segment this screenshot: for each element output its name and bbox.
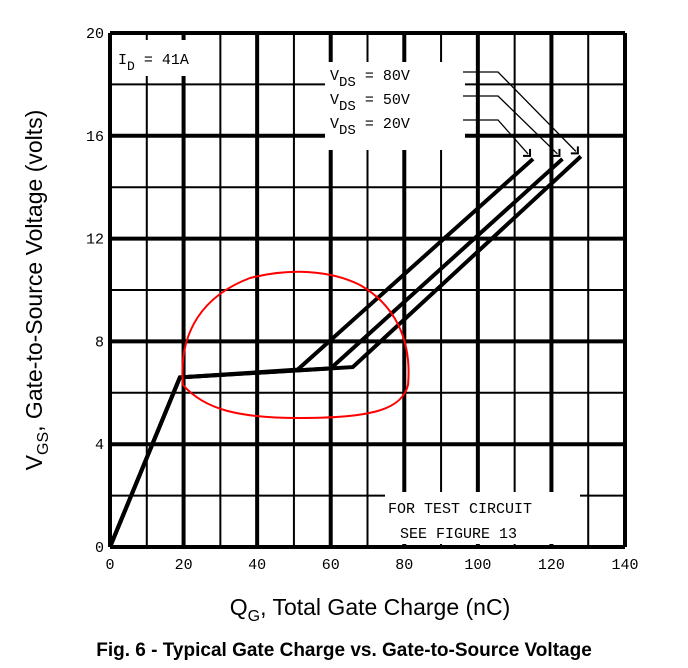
id-condition: ID = 41A bbox=[118, 52, 189, 74]
figure-caption: Fig. 6 - Typical Gate Charge vs. Gate-to… bbox=[96, 640, 592, 661]
legend-leader-line bbox=[463, 95, 558, 155]
note-line-2: SEE FIGURE 13 bbox=[400, 526, 517, 543]
x-tick-label: 60 bbox=[322, 557, 340, 574]
x-tick-label: 20 bbox=[175, 557, 193, 574]
legend-label: VDS = 20V bbox=[330, 116, 410, 139]
arrow-head-icon bbox=[523, 148, 532, 157]
legend-label: VDS = 80V bbox=[330, 68, 410, 91]
series-lines bbox=[108, 154, 583, 548]
x-tick-label: 140 bbox=[611, 557, 638, 574]
arrow-head-icon bbox=[552, 148, 561, 157]
x-tick-label: 120 bbox=[538, 557, 565, 574]
x-tick-label: 100 bbox=[464, 557, 491, 574]
tick-labels: 0 20 40 60 80 100 120 140 0 4 8 12 16 20 bbox=[86, 26, 639, 574]
legend-leader-line bbox=[463, 119, 529, 155]
legend-label: VDS = 50V bbox=[330, 92, 410, 115]
y-tick-label: 8 bbox=[95, 334, 104, 351]
y-tick-label: 20 bbox=[86, 26, 104, 43]
series-line bbox=[108, 154, 583, 548]
y-tick-label: 12 bbox=[86, 232, 104, 249]
note-line-1: FOR TEST CIRCUIT bbox=[388, 501, 532, 518]
red-annotation-circle bbox=[181, 270, 410, 420]
x-axis-label: QG, Total Gate Charge (nC) bbox=[230, 594, 510, 625]
y-axis-label: VGS, Gate-to-Source Voltage (volts) bbox=[21, 110, 52, 471]
x-tick-label: 40 bbox=[248, 557, 266, 574]
series-line bbox=[108, 157, 535, 548]
y-tick-label: 4 bbox=[95, 437, 104, 454]
y-tick-label: 16 bbox=[86, 129, 104, 146]
x-tick-label: 0 bbox=[105, 557, 114, 574]
arrow-head-icon bbox=[570, 146, 579, 155]
series-line bbox=[108, 157, 564, 548]
x-tick-label: 80 bbox=[395, 557, 413, 574]
legend-leader-line bbox=[463, 71, 577, 152]
y-tick-label: 0 bbox=[95, 540, 104, 557]
